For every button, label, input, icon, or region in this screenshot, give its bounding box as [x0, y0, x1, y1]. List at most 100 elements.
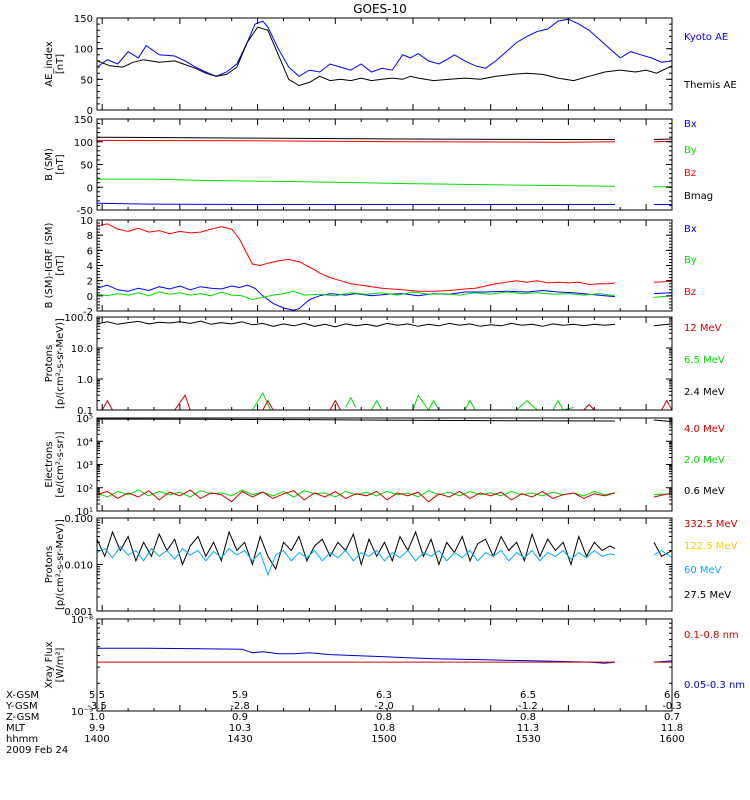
- footer-value: 11.8: [660, 723, 684, 734]
- series-line: [653, 492, 672, 498]
- y-tick-label: 0.001: [64, 607, 93, 618]
- legend-entry: 0.1-0.8 nm: [684, 630, 739, 641]
- footer-value: 1.0: [89, 712, 105, 723]
- legend-entry: 27.5 MeV: [684, 590, 731, 601]
- y-tick-label: 10¹: [76, 507, 93, 518]
- footer-value: 0.7: [664, 712, 680, 723]
- footer-value: 1600: [659, 734, 685, 745]
- footer-value: 10.8: [372, 723, 396, 734]
- panel-xray: 10⁻⁹ 10⁻⁸ Xray Flux [W/m²] 0.1-0.8 nm 0.05-0.…: [44, 615, 745, 718]
- y-tick-label: 50: [80, 75, 93, 86]
- series-line: [97, 546, 616, 577]
- footer-row-hhmm: hhmm 1400 1430 1500 1530 1600: [0, 734, 750, 745]
- legend-entry: By: [684, 145, 697, 156]
- series-line: [516, 400, 538, 410]
- y-axis-label: Protons: [44, 546, 55, 583]
- series-line: [97, 530, 616, 571]
- y-axis-label: [nT]: [55, 154, 66, 174]
- y-axis-label: Electrons: [44, 441, 55, 487]
- footer-value: 5.5: [89, 690, 105, 701]
- series-line: [262, 399, 274, 410]
- y-tick-label: 100.0: [64, 313, 93, 324]
- footer-label: X-GSM: [6, 690, 40, 701]
- series-line: [174, 394, 191, 410]
- footer-value: 5.9: [232, 690, 248, 701]
- y-tick-label: 0.010: [64, 561, 93, 572]
- series-line: [653, 323, 672, 327]
- y-axis-label: [nT]: [55, 54, 66, 74]
- series-line: [653, 280, 672, 283]
- panel-protons_hi: 0.1 1.0 10.0 100.0 Protons [p/(cm²-s-sr-MeV)]…: [44, 313, 725, 417]
- legend-entry: Bx: [684, 224, 697, 235]
- footer-value: 1400: [84, 734, 110, 745]
- series-line: [412, 394, 440, 410]
- series-line: [97, 489, 616, 503]
- y-tick-label: 10: [80, 216, 93, 227]
- y-tick-label: 0: [87, 183, 93, 194]
- legend-entry: 2.4 MeV: [684, 387, 725, 398]
- footer-value: -1.2: [518, 701, 538, 712]
- legend-entry: Bmag: [684, 191, 713, 202]
- series-line: [97, 202, 615, 205]
- footer-value: 6.6: [664, 690, 680, 701]
- y-axis-label: [W/m²]: [55, 647, 66, 682]
- footer-value: 0.8: [376, 712, 392, 723]
- panel-frame: [96, 618, 673, 712]
- y-tick-label: 0: [87, 106, 93, 117]
- y-tick-label: 10⁵: [76, 414, 93, 425]
- legend-entry: Bx: [684, 119, 697, 130]
- series-line: [653, 138, 672, 140]
- footer-label: MLT: [6, 723, 25, 734]
- y-tick-label: 150: [74, 115, 93, 126]
- series-line: [97, 320, 616, 328]
- panel-electrons: 10¹ 10² 10³ 10⁴ 10⁵ Electrons [e/(cm²-s-sr)] 4.…: [44, 414, 725, 518]
- plot-date: 2009 Feb 24: [6, 745, 69, 756]
- series-line: [251, 392, 271, 410]
- series-line: [101, 399, 113, 410]
- y-axis-label: AE_index: [44, 41, 55, 87]
- series-line: [329, 399, 341, 410]
- y-tick-label: 50: [80, 161, 93, 172]
- y-tick-label: 10.0: [71, 344, 93, 355]
- series-line: [97, 178, 616, 187]
- legend-entry: 122.5 MeV: [684, 541, 738, 552]
- footer-value: 0.8: [520, 712, 536, 723]
- legend-entry: 332.5 MeV: [684, 519, 738, 530]
- legend-entry: Themis AE: [683, 80, 737, 91]
- series-line: [552, 399, 574, 410]
- panel-frame: [96, 316, 673, 411]
- y-axis-label: [p/(cm²-s-sr-MeV)]: [55, 318, 66, 409]
- y-tick-label: 10⁻⁹: [71, 707, 93, 718]
- series-line: [97, 139, 616, 143]
- series-line: [97, 223, 616, 292]
- panel-frame: [96, 118, 673, 211]
- series-line: [97, 18, 672, 77]
- series-line: [653, 542, 672, 557]
- y-tick-label: 4: [87, 262, 93, 273]
- y-tick-label: 0.100: [64, 514, 93, 525]
- series-line: [97, 647, 616, 664]
- y-tick-label: 10⁴: [76, 437, 93, 448]
- y-tick-label: 0: [87, 292, 93, 303]
- series-line: [653, 292, 672, 295]
- y-tick-label: -50: [77, 206, 93, 217]
- legend-entry: Bz: [684, 168, 696, 179]
- legend-entry: Kyoto AE: [684, 32, 728, 43]
- ephemeris-footer: X-GSM 5.5 5.9 6.3 6.5 6.6 Y-GSM -3.5 -2.…: [0, 690, 750, 800]
- legend-entry: By: [684, 255, 697, 266]
- legend-entry: 2.0 MeV: [684, 455, 725, 466]
- series-line: [653, 419, 672, 423]
- y-axis-label: [p/(cm²-s-sr-MeV)]: [55, 519, 66, 610]
- footer-value: 11.3: [516, 723, 540, 734]
- y-tick-label: 6: [87, 246, 93, 257]
- legend-entry: 12 MeV: [684, 323, 722, 334]
- y-tick-label: 100: [74, 138, 93, 149]
- y-tick-label: -2: [83, 307, 93, 318]
- footer-label: Z-GSM: [6, 712, 40, 723]
- footer-value: -2.8: [230, 701, 250, 712]
- panel-frame: [96, 17, 673, 111]
- y-tick-label: 150: [74, 14, 93, 25]
- footer-row-y-gsm: Y-GSM -3.5 -2.8 -2.0 -1.2 -0.3: [0, 701, 750, 712]
- panel-bigrf: -2 0 2 4 6 8 10 B (SM)-IGRF (SM) [nT] Bx By Bz: [44, 216, 697, 318]
